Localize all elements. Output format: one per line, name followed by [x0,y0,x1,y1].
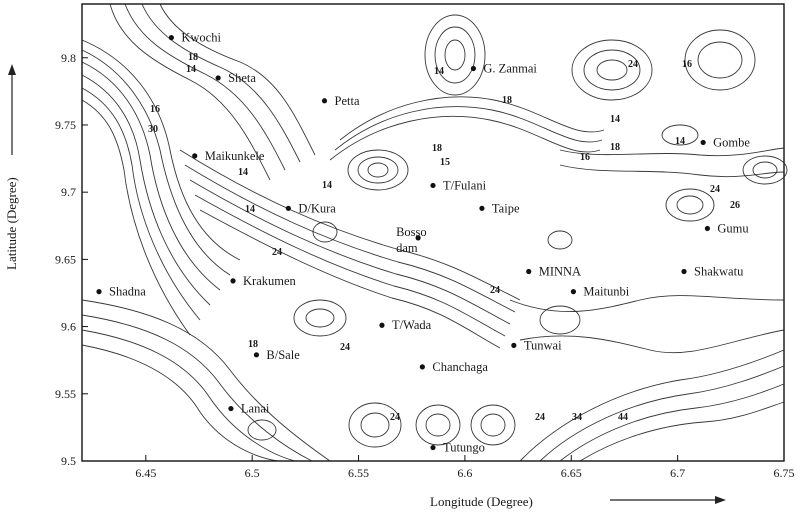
location-dot [526,268,532,275]
location-dot [570,289,577,295]
y-axis-label: Latitude (Degree) [4,177,19,270]
y-axis-ticks: 9.5 9.55 9.6 9.65 9.7 9.75 9.8 [55,51,88,468]
location-dot [700,139,706,146]
location-label: MINNA [539,264,581,278]
contour-label: 24 [390,412,400,423]
location-dot [168,35,174,41]
y-tick-label: 9.5 [61,454,76,468]
x-tick-label: 6.45 [135,466,156,480]
location-dot [511,342,517,349]
location-dot [230,278,236,284]
contour-label: 18 [188,52,198,63]
x-tick-label: 6.7 [670,466,685,480]
contour-label: 14 [610,114,620,125]
contour-label: 18 [432,143,442,154]
contour-label: 15 [440,157,450,168]
contour-label: 16 [682,59,692,70]
x-tick-label: 6.75 [774,466,795,480]
x-tick-label: 6.65 [561,466,582,480]
x-tick-label: 6.55 [348,466,369,480]
location-dot [96,289,102,295]
location-dot [681,268,687,275]
contour-label: 24 [628,59,638,70]
location-label: Maikunkele [205,149,265,163]
location-label: Tunwai [524,338,562,352]
contour-label: 18 [502,95,512,106]
location-label: D/Kura [298,201,336,215]
x-tick-label: 6.6 [457,466,472,480]
contour-label: 14 [245,204,255,215]
contour-label: 26 [730,200,740,211]
location-label: Kwochi [181,31,221,45]
location-label: Shadna [109,285,146,299]
contour-label: 18 [248,339,258,350]
location-dot [415,235,421,241]
x-axis-ticks: 6.45 6.5 6.55 6.6 6.65 6.7 6.75 [135,455,795,480]
location-dot [704,225,711,232]
contour-label: 16 [580,152,590,163]
contour-label: 14 [186,64,196,75]
plot-frame [81,3,785,462]
location-dot [379,322,385,328]
location-label: Lanai [241,402,270,416]
location-label: Sheta [228,71,256,85]
location-label: Krakumen [243,274,297,288]
y-tick-label: 9.6 [61,320,76,334]
y-tick-label: 9.55 [55,387,76,401]
contour-label: 30 [148,124,158,135]
y-tick-label: 9.65 [55,252,76,266]
location-label: B/Sale [266,348,300,362]
contour-label: 24 [340,342,350,353]
location-dot [321,98,328,104]
location-dot [285,205,291,211]
y-tick-label: 9.7 [61,185,76,199]
contour-label: 14 [322,180,332,191]
contour-label: 16 [150,104,160,115]
location-label: Tutungo [443,441,485,455]
location-label: Petta [335,94,360,108]
location-label: Gumu [717,221,749,235]
location-dot [192,153,198,159]
location-label: Gombe [713,135,750,149]
contour-label: 44 [618,412,628,423]
location-dot [419,364,425,370]
contour-label: 34 [572,412,582,423]
location-label: Taipe [492,201,520,215]
contour-lines [81,3,788,462]
location-label: Chanchaga [432,360,488,374]
contour-label: 14 [434,66,444,77]
location-dot [215,75,221,81]
location-dot [479,205,485,211]
location-markers: Kwochi Sheta Petta G. Zanmai Maikunkele T/Ful… [96,31,750,455]
y-tick-label: 9.8 [61,51,76,65]
location-label: T/Wada [392,318,432,332]
x-axis-arrow-head-icon [715,496,726,504]
y-tick-label: 9.75 [55,118,76,132]
location-dot [253,352,260,358]
location-label: Shakwatu [694,264,744,278]
y-axis-arrow-head-icon [8,64,16,75]
location-dot [430,444,436,451]
contour-labels: 18 14 16 30 14 18 24 16 14 18 14 16 24 2… [148,52,740,423]
contour-label: 24 [535,412,545,423]
location-dot [430,182,436,189]
location-dot [470,65,477,72]
x-axis-label: Longitude (Degree) [430,494,533,509]
contour-label: 14 [238,167,248,178]
contour-label: 14 [675,136,685,147]
location-label: T/Fulani [443,178,487,192]
x-tick-label: 6.5 [245,466,260,480]
contour-label: 24 [272,247,282,258]
location-dot [228,405,234,412]
contour-label: 24 [490,285,500,296]
location-label: Bosso dam [396,225,427,255]
location-label: G. Zanmai [483,62,537,76]
contour-label: 24 [710,184,720,195]
location-label: Maitunbi [583,285,629,299]
contour-label: 18 [610,142,620,153]
